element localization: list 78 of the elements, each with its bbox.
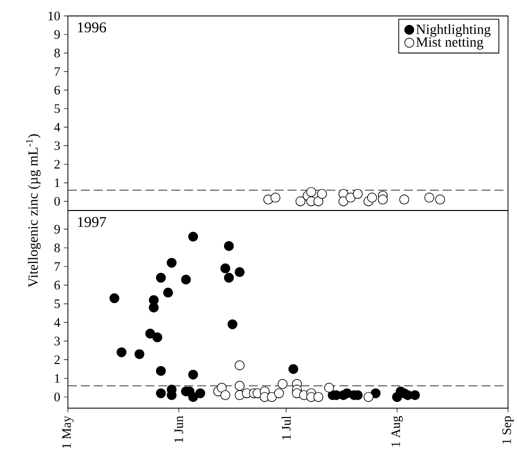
- point: [228, 319, 238, 330]
- x-tick-label: 1 Sep: [502, 416, 514, 444]
- point: [352, 188, 363, 199]
- point: [152, 332, 162, 342]
- point: [188, 370, 198, 380]
- point: [188, 392, 198, 402]
- y-axis-title: Vitellogenic zinc (µg mL$^{-1}$): [26, 134, 41, 288]
- y-tick-label: 2: [54, 355, 60, 364]
- point: [306, 187, 316, 197]
- point: [234, 267, 245, 277]
- point: [364, 392, 374, 402]
- point: [435, 194, 445, 204]
- point: [116, 347, 126, 358]
- point: [220, 390, 230, 400]
- point: [296, 196, 306, 206]
- point: [181, 274, 191, 284]
- point: [156, 366, 166, 376]
- point: [313, 392, 324, 402]
- point: [424, 192, 434, 202]
- point: [324, 382, 334, 393]
- point: [109, 293, 120, 304]
- point: [410, 390, 420, 400]
- x-tick-label: 1 Jun: [174, 416, 184, 442]
- point: [220, 263, 230, 274]
- point: [346, 192, 356, 202]
- point: [224, 241, 234, 251]
- point: [145, 328, 156, 339]
- point: [148, 302, 159, 312]
- y-tick-label: 1: [55, 178, 60, 187]
- point: [234, 360, 245, 370]
- y-tick-label: 9: [54, 224, 60, 234]
- point: [234, 380, 245, 391]
- point: [278, 378, 288, 389]
- point: [134, 349, 144, 360]
- legend-label: Mist netting: [416, 37, 484, 50]
- point: [288, 364, 298, 374]
- y-tick-label: 1: [55, 374, 60, 383]
- point: [370, 388, 381, 398]
- point: [367, 192, 377, 202]
- y-tick-label: 9: [54, 30, 60, 39]
- point: [274, 388, 284, 398]
- annotation: 1996: [78, 22, 106, 32]
- y-tick-label: 4: [54, 318, 60, 327]
- x-tick-label: 1 Aug: [391, 416, 403, 446]
- y-tick-label: 10: [48, 12, 60, 20]
- point: [378, 194, 388, 204]
- point: [317, 188, 327, 199]
- point: [224, 272, 234, 283]
- point: [195, 388, 206, 398]
- y-tick-label: 7: [54, 262, 60, 271]
- y-tick-label: 5: [54, 104, 60, 113]
- legend-label: Nightlighting: [416, 24, 491, 37]
- x-tick-label: 1 May: [62, 416, 74, 448]
- y-tick-label: 7: [54, 67, 60, 76]
- y-tick-label: 0: [54, 196, 60, 206]
- y-tick-label: 8: [54, 243, 60, 252]
- y-tick-label: 5: [54, 299, 60, 308]
- point: [270, 192, 280, 202]
- y-tick-label: 2: [54, 160, 60, 168]
- y-tick-label: 6: [54, 280, 60, 290]
- point: [156, 272, 166, 283]
- point: [266, 392, 277, 402]
- y-tick-label: 0: [54, 392, 60, 402]
- point: [338, 196, 348, 206]
- y-tick-label: 3: [54, 336, 60, 346]
- point: [188, 232, 198, 242]
- y-tick-label: 3: [54, 141, 60, 150]
- y-tick-label: 6: [54, 86, 60, 94]
- point: [166, 258, 177, 268]
- point: [156, 388, 166, 398]
- annotation: 1997: [78, 217, 106, 228]
- point: [216, 382, 227, 393]
- x-tick-label: 1 Jul: [282, 416, 291, 440]
- point: [399, 194, 410, 204]
- y-tick-label: 4: [54, 122, 60, 132]
- point: [313, 196, 324, 206]
- y-tick-label: 8: [54, 48, 60, 58]
- point: [163, 288, 174, 298]
